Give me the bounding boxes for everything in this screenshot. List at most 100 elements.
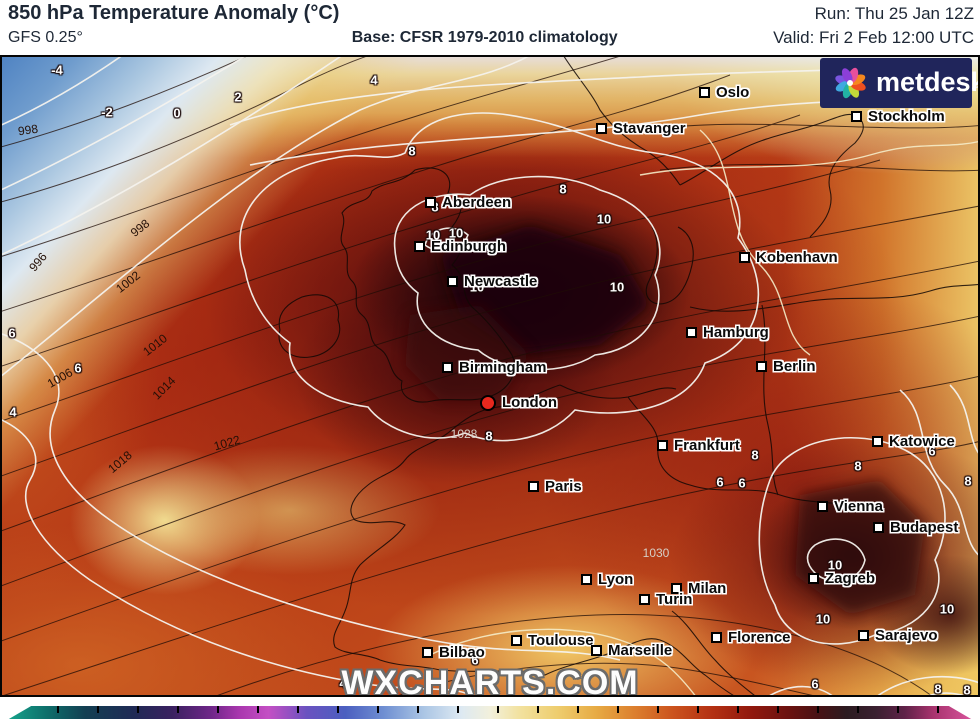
isobar-label: 1030 bbox=[642, 546, 670, 560]
anomaly-contour-label: 8 bbox=[559, 181, 567, 197]
anomaly-contour-label: 10 bbox=[596, 211, 612, 227]
city-marker-stavanger bbox=[596, 123, 607, 135]
city-marker-newcastle bbox=[447, 276, 458, 288]
colorbar-tick bbox=[657, 706, 659, 713]
city-name: Frankfurt bbox=[674, 437, 740, 455]
colorbar-tick bbox=[417, 706, 419, 713]
anomaly-contour-label: 10 bbox=[469, 279, 485, 295]
anomaly-contour-label: 6 bbox=[928, 443, 936, 459]
city-marker-budapest bbox=[873, 522, 884, 534]
city-marker-kobenhavn bbox=[739, 252, 750, 264]
colorbar-tick bbox=[377, 706, 379, 713]
watermark: WXCHARTS.COM bbox=[341, 664, 639, 702]
page-title: 850 hPa Temperature Anomaly (°C) bbox=[8, 2, 340, 24]
city-marker-berlin bbox=[756, 361, 767, 373]
city-label-berlin: Berlin bbox=[756, 358, 816, 376]
city-name: Stavanger bbox=[613, 120, 686, 138]
city-marker-sarajevo bbox=[858, 630, 869, 642]
city-name: Oslo bbox=[716, 84, 750, 102]
anomaly-contour-label: 4 bbox=[9, 404, 17, 420]
city-name: Lyon bbox=[598, 571, 634, 589]
city-name: Bilbao bbox=[439, 644, 485, 662]
anomaly-contour-label: 10 bbox=[609, 279, 625, 295]
colorbar-tick bbox=[817, 706, 819, 713]
valid-time-label: Valid: Fri 2 Feb 12:00 UTC bbox=[773, 28, 974, 47]
colorbar-tick bbox=[897, 706, 899, 713]
city-label-hamburg: Hamburg bbox=[686, 324, 769, 342]
city-label-oslo: Oslo bbox=[699, 84, 749, 102]
city-marker-hamburg bbox=[686, 327, 697, 339]
city-label-marseille: Marseille bbox=[591, 642, 672, 660]
anomaly-contour-label: 6 bbox=[716, 474, 724, 490]
city-label-toulouse: Toulouse bbox=[511, 632, 594, 650]
city-marker-milan bbox=[671, 583, 682, 595]
anomaly-contour-label: 10 bbox=[827, 557, 843, 573]
city-label-lyon: Lyon bbox=[581, 571, 633, 589]
colorbar-tick bbox=[137, 706, 139, 713]
city-name: Edinburgh bbox=[431, 238, 506, 256]
colorbar-tick bbox=[297, 706, 299, 713]
colorbar bbox=[8, 706, 972, 719]
city-marker-toulouse bbox=[511, 635, 522, 647]
city-marker-aberdeen bbox=[425, 197, 436, 209]
anomaly-contour-label: 8 bbox=[964, 473, 972, 489]
city-label-kobenhavn: Kobenhavn bbox=[739, 249, 838, 267]
city-label-bilbao: Bilbao bbox=[422, 644, 485, 662]
city-label-sarajevo: Sarajevo bbox=[858, 627, 938, 645]
city-name: Aberdeen bbox=[442, 194, 512, 212]
city-marker-florence bbox=[711, 632, 722, 644]
anomaly-contour-label: 6 bbox=[471, 652, 479, 668]
city-name: Hamburg bbox=[703, 324, 769, 342]
colorbar-tick bbox=[577, 706, 579, 713]
city-label-katowice: Katowice bbox=[872, 433, 955, 451]
city-marker-stockholm bbox=[851, 111, 862, 123]
city-marker-lyon bbox=[581, 574, 592, 586]
city-marker-katowice bbox=[872, 436, 883, 448]
city-label-frankfurt: Frankfurt bbox=[657, 437, 740, 455]
city-name: Budapest bbox=[890, 519, 959, 537]
anomaly-contour-label: 10 bbox=[939, 601, 955, 617]
city-marker-birmingham bbox=[442, 362, 453, 374]
anomaly-contour-label: 6 bbox=[8, 325, 16, 341]
map-canvas bbox=[0, 55, 980, 697]
colorbar-tick bbox=[737, 706, 739, 713]
city-name: Zagreb bbox=[825, 570, 876, 588]
climatology-base-label: Base: CFSR 1979-2010 climatology bbox=[351, 29, 618, 46]
anomaly-contour-label: 8 bbox=[934, 681, 942, 697]
anomaly-contour-label: 8 bbox=[854, 458, 862, 474]
city-label-aberdeen: Aberdeen bbox=[425, 194, 511, 212]
anomaly-contour-label: 10 bbox=[425, 227, 441, 243]
isobar-label: 1028 bbox=[450, 427, 478, 441]
anomaly-contour-label: 10 bbox=[815, 611, 831, 627]
city-name: Kobenhavn bbox=[756, 249, 838, 267]
city-label-stavanger: Stavanger bbox=[596, 120, 686, 138]
city-marker-edinburgh bbox=[414, 241, 425, 253]
city-marker-paris bbox=[528, 481, 539, 493]
colorbar-tick bbox=[337, 706, 339, 713]
anomaly-contour-label: 6 bbox=[74, 360, 82, 376]
city-label-vienna: Vienna bbox=[817, 498, 883, 516]
metdesk-logo: metdesk bbox=[820, 58, 980, 108]
city-label-florence: Florence bbox=[711, 629, 791, 647]
anomaly-contour-label: -4 bbox=[51, 62, 63, 78]
city-marker-vienna bbox=[817, 501, 828, 513]
anomaly-contour-label: 10 bbox=[448, 225, 464, 241]
anomaly-contour-label: 2 bbox=[234, 89, 242, 105]
city-name: Katowice bbox=[889, 433, 955, 451]
colorbar-tick bbox=[177, 706, 179, 713]
city-name: Sarajevo bbox=[875, 627, 938, 645]
colorbar-tick bbox=[57, 706, 59, 713]
colorbar-gap bbox=[0, 697, 980, 706]
colorbar-tick bbox=[217, 706, 219, 713]
city-name: Birmingham bbox=[459, 359, 547, 377]
colorbar-tick bbox=[617, 706, 619, 713]
anomaly-contour-label: 6 bbox=[811, 676, 819, 692]
city-label-birmingham: Birmingham bbox=[442, 359, 547, 377]
city-label-zagreb: Zagreb bbox=[808, 570, 875, 588]
colorbar-tick bbox=[537, 706, 539, 713]
colorbar-tick bbox=[497, 706, 499, 713]
anomaly-contour-label: 6 bbox=[738, 475, 746, 491]
city-name: Milan bbox=[688, 580, 727, 598]
city-marker-frankfurt bbox=[657, 440, 668, 452]
anomaly-contour-label: 4 bbox=[339, 675, 347, 691]
